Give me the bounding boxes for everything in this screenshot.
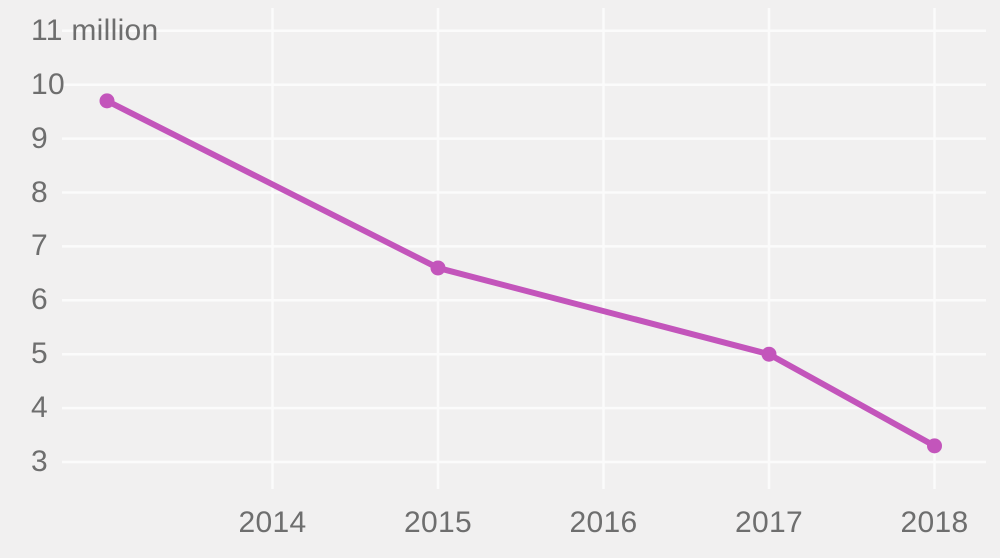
x-tick-label: 2014 <box>238 506 307 539</box>
x-tick-label: 2018 <box>900 506 969 539</box>
x-tick-label: 2016 <box>569 506 638 539</box>
data-point <box>761 346 777 362</box>
y-tick-label: 8 <box>31 175 48 209</box>
y-tick-label: 3 <box>31 445 48 478</box>
data-point <box>927 438 942 454</box>
y-tick-label: 5 <box>31 337 48 371</box>
y-tick-label: 6 <box>31 283 48 317</box>
y-tick-label: 9 <box>31 121 48 155</box>
data-point <box>430 260 446 276</box>
data-point <box>99 93 115 109</box>
y-tick-label: 10 <box>31 67 65 101</box>
x-tick-label: 2015 <box>404 506 472 539</box>
y-tick-label: 4 <box>31 391 48 425</box>
y-tick-label: 11 million <box>31 13 159 47</box>
trend-line <box>104 97 938 449</box>
x-tick-label: 2017 <box>735 506 803 539</box>
y-tick-label: 7 <box>31 229 48 263</box>
